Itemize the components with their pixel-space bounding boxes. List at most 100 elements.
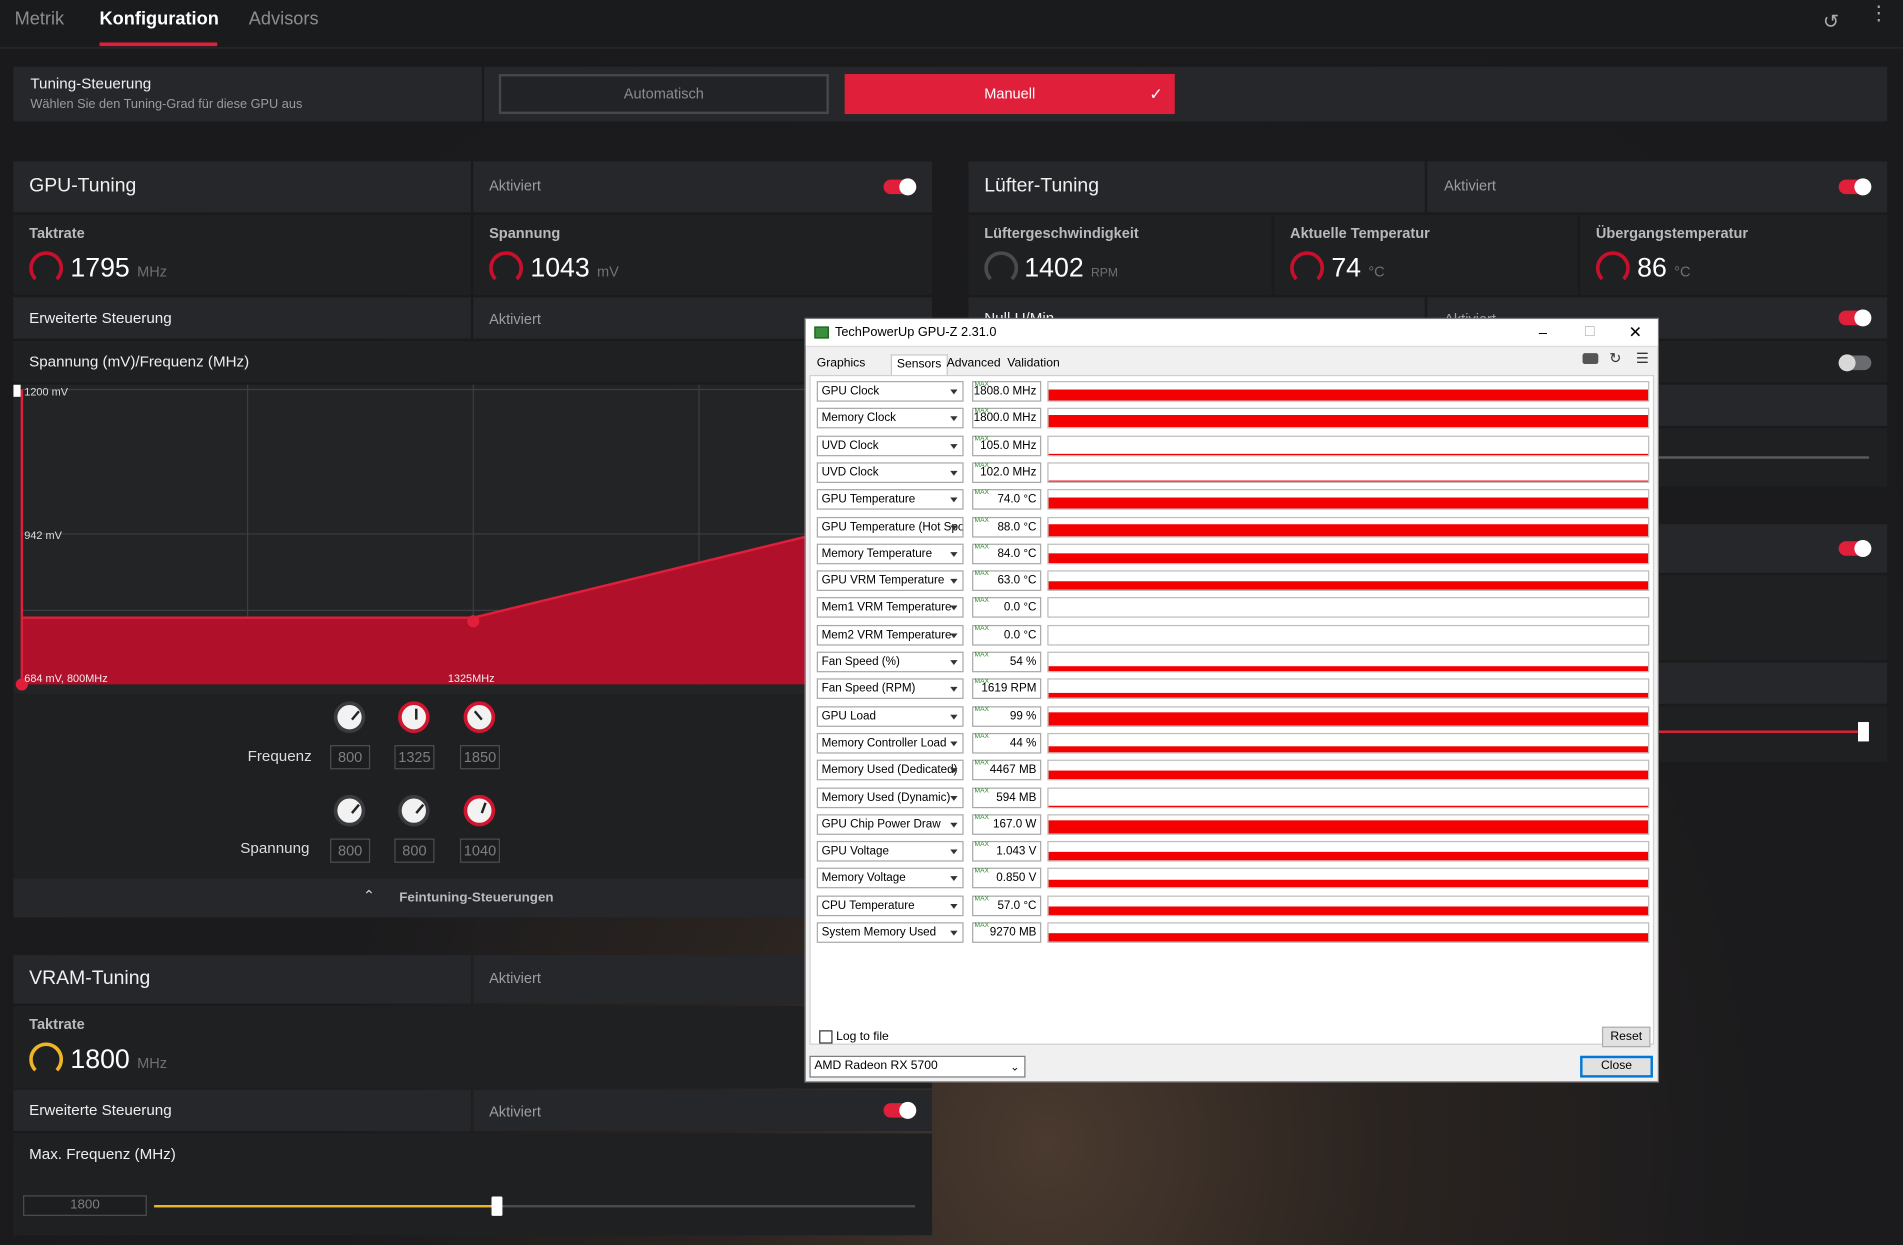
sensor-name-dropdown[interactable]: Memory Used (Dynamic)	[816, 786, 964, 808]
sensor-name-dropdown[interactable]: Memory Controller Load	[816, 732, 964, 754]
gpu-voltage-label: Spannung	[489, 224, 561, 242]
refresh-icon[interactable]: ↻	[1609, 349, 1622, 367]
close-button[interactable]: Close	[1580, 1055, 1653, 1078]
fan-curve-slider-thumb[interactable]	[1858, 722, 1869, 742]
reset-icon[interactable]: ↺	[1822, 12, 1840, 33]
tuning-control-subtitle: Wählen Sie den Tuning-Grad für diese GPU…	[30, 97, 303, 112]
sensor-value: MAX 594 MB	[972, 786, 1042, 808]
volt-knob-2[interactable]	[398, 794, 430, 827]
tab-metrik[interactable]: Metrik	[14, 8, 65, 30]
freq-value-1[interactable]: 800	[330, 745, 371, 770]
volt-value-3[interactable]: 1040	[459, 838, 501, 863]
tab-sensors[interactable]: Sensors	[890, 354, 948, 375]
fan-slider-track[interactable]	[1648, 456, 1869, 459]
volt-knob-3[interactable]	[463, 794, 496, 827]
sensor-value: MAX 44 %	[972, 732, 1042, 754]
volt-value-1[interactable]: 800	[330, 838, 371, 863]
sensor-row: Memory Controller Load MAX 44 %	[816, 732, 1650, 755]
gpuz-title-bar[interactable]: TechPowerUp GPU-Z 2.31.0 – ☐ ✕	[805, 319, 1658, 346]
sensor-name-dropdown[interactable]: Memory Temperature	[816, 543, 964, 565]
tab-advisors[interactable]: Advisors	[248, 8, 319, 30]
gpu-clock-value: 1795	[70, 252, 130, 283]
sensor-name-dropdown[interactable]: Mem1 VRM Temperature	[816, 597, 964, 619]
gpuz-app-icon	[814, 326, 829, 339]
freq-knob-1[interactable]	[333, 701, 366, 733]
tab-konfiguration[interactable]: Konfiguration	[99, 8, 219, 30]
sensor-value: MAX 63.0 °C	[972, 570, 1042, 592]
screenshot-camera-icon[interactable]	[1582, 353, 1599, 365]
fan-row-6-toggle[interactable]	[1838, 540, 1872, 557]
freq-value-3[interactable]: 1850	[459, 745, 501, 770]
sensor-row: Memory Voltage MAX 0.850 V	[816, 868, 1650, 890]
tab-graphics-card[interactable]: Graphics Card	[816, 356, 866, 390]
reset-button[interactable]: Reset	[1601, 1026, 1651, 1048]
top-nav-bar: Metrik Konfiguration Advisors ↺ ⋮	[0, 0, 1903, 49]
tab-validation[interactable]: Validation	[1007, 356, 1060, 371]
gpu-clock-panel: Taktrate 1795 MHz	[13, 214, 471, 295]
sensor-name-dropdown[interactable]: Fan Speed (RPM)	[816, 678, 964, 700]
hamburger-menu-icon[interactable]: ☰	[1635, 349, 1649, 367]
sensor-name-dropdown[interactable]: UVD Clock	[816, 462, 964, 483]
gpu-select-value: AMD Radeon RX 5700	[814, 1059, 938, 1073]
freq-knob-2[interactable]	[398, 701, 430, 733]
sensor-name-dropdown[interactable]: GPU Temperature	[816, 489, 964, 510]
vram-clock-value: 1800	[70, 1043, 130, 1074]
sensor-name-dropdown[interactable]: Mem2 VRM Temperature	[816, 624, 964, 646]
tab-advanced[interactable]: Advanced	[946, 356, 1001, 371]
automatic-button[interactable]: Automatisch	[498, 74, 829, 115]
sensor-graph-fill	[1048, 665, 1649, 672]
vram-advanced-toggle[interactable]	[883, 1101, 917, 1119]
sensor-name-dropdown[interactable]: UVD Clock	[816, 435, 964, 456]
vram-max-freq-input[interactable]: 1800	[23, 1195, 147, 1216]
sensor-name-dropdown[interactable]: CPU Temperature	[816, 895, 964, 916]
sensor-value-text: 594 MB	[996, 790, 1037, 804]
manual-button[interactable]: Manuell ✓	[844, 74, 1175, 115]
sensor-name-dropdown[interactable]: GPU Temperature (Hot Spot)	[816, 516, 964, 537]
sensor-value: MAX 1800.0 MHz	[972, 408, 1042, 429]
freq-value-2[interactable]: 1325	[394, 745, 435, 770]
maximize-icon[interactable]: ☐	[1583, 325, 1596, 340]
sensor-name-dropdown[interactable]: GPU VRM Temperature	[816, 570, 964, 592]
sensor-value-text: 74.0 °C	[997, 492, 1037, 507]
vram-advanced-label: Erweiterte Steuerung	[29, 1101, 172, 1119]
sensor-name-dropdown[interactable]: Memory Clock	[816, 408, 964, 429]
sensor-name-dropdown[interactable]: Fan Speed (%)	[816, 651, 964, 673]
close-icon[interactable]: ✕	[1628, 322, 1642, 341]
vf-curve-chart[interactable]: 1200 mV 942 mV 684 mV, 800MHz 1325MHz	[13, 384, 933, 695]
sensor-name-dropdown[interactable]: GPU Load	[816, 705, 964, 727]
vram-slider-track[interactable]	[154, 1196, 916, 1216]
more-menu-icon[interactable]: ⋮	[1868, 3, 1889, 25]
sensor-graph	[1047, 732, 1650, 754]
sensor-graph	[1047, 570, 1650, 592]
fan-advanced-toggle[interactable]	[1838, 354, 1872, 372]
sensor-name-dropdown[interactable]: Memory Voltage	[816, 868, 964, 889]
log-to-file-checkbox[interactable]	[819, 1030, 833, 1044]
vram-tuning-title: VRAM-Tuning	[29, 968, 151, 990]
gpu-select[interactable]: AMD Radeon RX 5700 ⌄	[809, 1055, 1026, 1078]
sensor-name-dropdown[interactable]: System Memory Used	[816, 922, 964, 943]
max-tag: MAX	[974, 895, 989, 903]
vram-slider-thumb[interactable]	[491, 1196, 503, 1216]
volt-value-2[interactable]: 800	[394, 838, 435, 863]
sensor-name-dropdown[interactable]: Memory Used (Dedicated)	[816, 759, 964, 781]
sensor-value: MAX 167.0 W	[972, 814, 1042, 835]
volt-knob-1[interactable]	[333, 794, 366, 827]
vram-advanced-status-panel: Aktiviert	[473, 1089, 933, 1131]
sensor-name-dropdown[interactable]: GPU Chip Power Draw	[816, 814, 964, 835]
sensor-name-dropdown[interactable]: GPU Voltage	[816, 841, 964, 862]
vram-max-freq-panel: Max. Frequenz (MHz) 1800	[13, 1133, 933, 1236]
freq-knob-3[interactable]	[463, 701, 496, 733]
fan-tuning-toggle[interactable]	[1838, 178, 1872, 196]
minimize-icon[interactable]: –	[1538, 324, 1547, 341]
fan-curve-slider-track[interactable]	[1648, 730, 1865, 733]
sensor-row: Mem2 VRM Temperature MAX 0.0 °C	[816, 624, 1650, 647]
gpu-tuning-toggle[interactable]	[883, 178, 917, 196]
sensor-name-dropdown[interactable]: GPU Clock	[816, 381, 964, 402]
sensor-value-text: 1619 RPM	[981, 682, 1037, 696]
fine-tuning-bar[interactable]: ⌃ Feintuning-Steuerungen	[13, 878, 933, 918]
sensor-row: System Memory Used MAX 9270 MB	[816, 922, 1650, 944]
fan-speed-unit: RPM	[1090, 266, 1118, 281]
zero-rpm-toggle[interactable]	[1838, 309, 1872, 327]
sensor-graph	[1047, 786, 1650, 808]
junction-temp-value: 86	[1637, 252, 1667, 283]
